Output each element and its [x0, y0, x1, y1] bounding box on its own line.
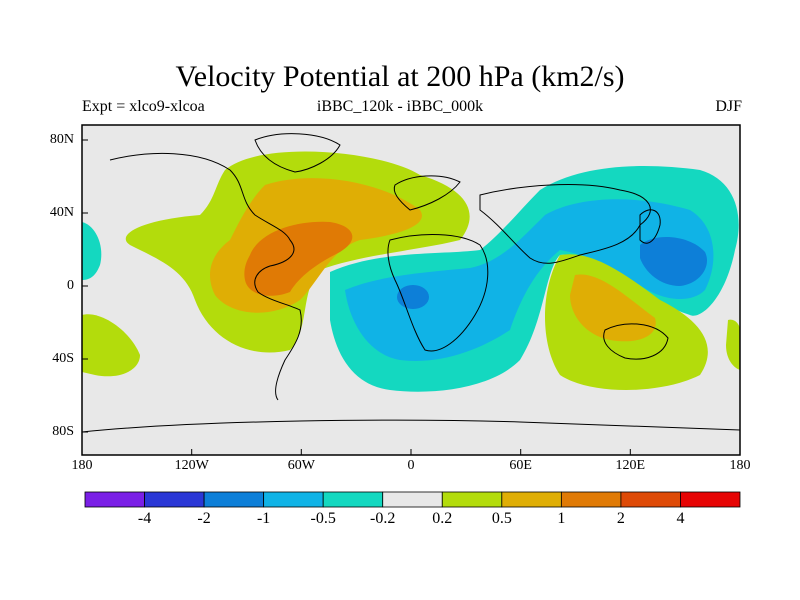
- colorbar-label: -1: [256, 510, 271, 527]
- negative-region-05: [345, 199, 714, 361]
- colorbar-label: -0.2: [370, 510, 396, 527]
- y-tick-label: 80N: [49, 132, 74, 147]
- negative-region-1: [640, 236, 708, 286]
- colorbar-label: 4: [676, 510, 685, 527]
- colorbar-swatch: [382, 491, 443, 508]
- colorbar-swatch: [680, 491, 741, 508]
- x-tick-label: 60W: [287, 458, 315, 473]
- coastlines: [82, 133, 740, 433]
- x-tick-label: 120E: [615, 458, 646, 473]
- negative-region-pacific-east: [82, 222, 102, 280]
- y-tick-label: 0: [67, 278, 74, 293]
- colorbar-swatch: [441, 491, 503, 508]
- x-tick-marks: [81, 449, 741, 455]
- colorbar: [84, 491, 741, 508]
- season-label: DJF: [715, 98, 742, 115]
- colorbar-label: 0.2: [432, 510, 453, 527]
- positive-region-2: [244, 221, 353, 296]
- contour-field: [82, 125, 740, 455]
- colorbar-swatch: [144, 491, 205, 508]
- colorbar-label: 2: [616, 510, 625, 527]
- x-tick-label: 60E: [509, 458, 532, 473]
- positive-region-indian-1: [570, 274, 656, 342]
- colorbar-swatch: [620, 491, 681, 508]
- x-tick-label: 120W: [174, 458, 209, 473]
- x-tick-label: 0: [407, 458, 415, 473]
- colorbar-swatch: [322, 491, 384, 508]
- colorbar-swatch: [560, 491, 622, 508]
- x-tick-label: 180: [729, 458, 751, 473]
- colorbar-label: -4: [137, 510, 152, 527]
- positive-region-pacific: [82, 314, 140, 377]
- y-tick-label: 40S: [52, 351, 74, 366]
- colorbar-swatch: [203, 491, 265, 508]
- difference-label: iBBC_120k - iBBC_000k: [316, 98, 484, 115]
- colorbar-swatch: [501, 491, 562, 508]
- positive-region-east-pacific: [726, 319, 740, 370]
- y-tick-label: 80S: [52, 424, 74, 439]
- y-tick-label: 40N: [49, 205, 74, 220]
- colorbar-swatch: [263, 491, 324, 508]
- colorbar-label: -2: [197, 510, 211, 527]
- colorbar-label: 0.5: [491, 510, 512, 527]
- colorbar-label: -0.5: [310, 510, 336, 527]
- colorbar-label: 1: [557, 510, 566, 527]
- y-tick-marks: [82, 139, 88, 433]
- plot-title: Velocity Potential at 200 hPa (km2/s): [175, 60, 625, 93]
- colorbar-swatch: [84, 491, 145, 508]
- x-tick-label: 180: [71, 458, 93, 473]
- experiment-label: Expt = xlco9-xlcoa: [82, 98, 205, 115]
